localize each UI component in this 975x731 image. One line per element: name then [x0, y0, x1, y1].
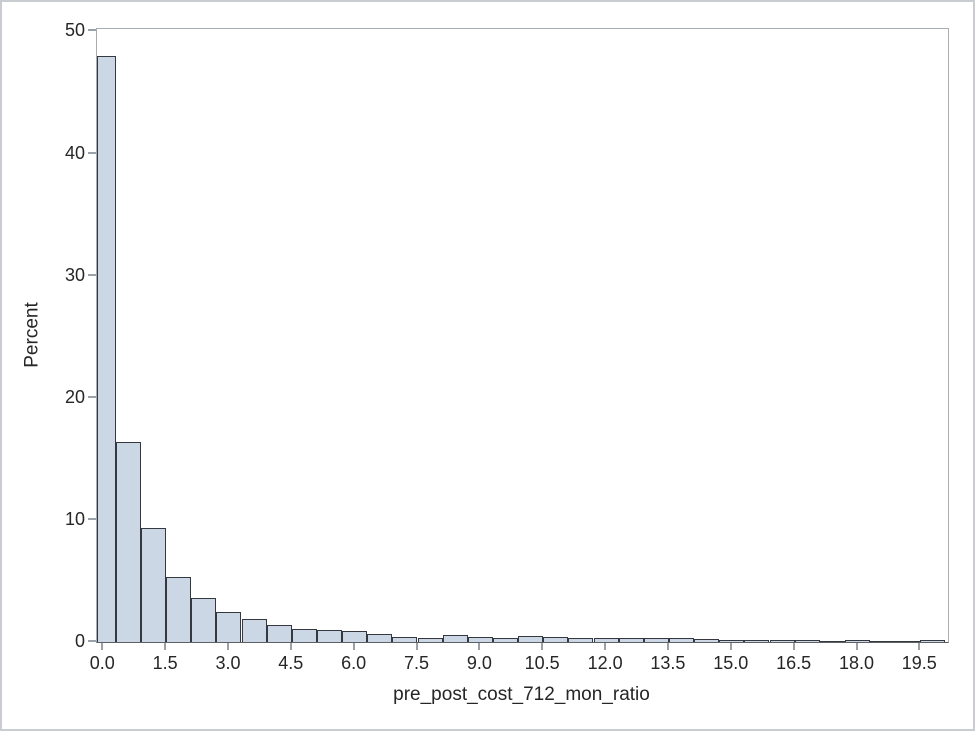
x-axis-tick: [101, 643, 104, 650]
histogram-bar: [141, 528, 167, 642]
x-axis-tick: [352, 643, 355, 650]
x-axis-tick-label: 4.5: [278, 653, 304, 673]
y-axis-tick: [88, 395, 96, 398]
histogram-bar: [115, 441, 141, 642]
x-axis-tick: [478, 643, 481, 650]
x-axis-tick-label: 13.5: [650, 653, 686, 673]
histogram-bar: [769, 640, 795, 642]
x-axis-tick: [666, 643, 669, 650]
x-axis-tick-label: 9.0: [466, 653, 492, 673]
histogram-bar: [241, 619, 267, 642]
histogram-bar: [694, 638, 720, 642]
histogram-bar: [367, 634, 393, 642]
x-axis-tick-label: 18.0: [838, 653, 875, 673]
histogram-bar: [417, 638, 443, 642]
x-axis-tick-label: 7.5: [403, 653, 430, 673]
histogram-bar: [266, 624, 292, 642]
histogram-bar: [191, 598, 217, 642]
x-axis-tick-label: 0.0: [89, 653, 115, 673]
x-axis-tick-label: 1.5: [152, 653, 178, 673]
histogram-bar: [794, 640, 820, 642]
x-axis-tick: [729, 643, 732, 650]
x-axis-tick: [541, 643, 544, 650]
histogram-bar: [593, 637, 619, 642]
y-axis-tick: [88, 151, 96, 154]
histogram-bar: [668, 638, 694, 642]
x-axis-tick: [415, 643, 418, 650]
histogram-bar: [844, 640, 870, 642]
x-axis-tick-label: 16.5: [776, 653, 812, 673]
x-axis-tick: [918, 643, 921, 650]
x-axis-tick: [164, 643, 167, 650]
x-axis-tick-label: 19.5: [901, 653, 937, 673]
y-axis-tick: [88, 29, 96, 32]
x-axis-title: pre_post_cost_712_mon_ratio: [393, 684, 650, 705]
x-axis-tick-label: 12.0: [587, 653, 623, 673]
histogram-bar: [342, 631, 368, 642]
y-axis-tick: [88, 517, 96, 520]
histogram-bar: [719, 639, 745, 642]
y-axis-title: Percent: [22, 301, 44, 368]
histogram-bar: [467, 637, 493, 642]
histogram-bar: [291, 628, 317, 642]
histogram-bar: [568, 637, 594, 642]
x-axis-tick: [855, 643, 858, 650]
x-axis-tick: [604, 643, 607, 650]
y-axis-tick-label: 30: [64, 264, 85, 285]
x-axis-tick-label: 3.0: [215, 653, 241, 673]
histogram-bar: [618, 638, 644, 642]
histogram-bar: [166, 577, 192, 642]
histogram-bar: [392, 637, 418, 642]
histogram-bar: [819, 640, 845, 642]
y-axis-tick-label: 50: [64, 20, 85, 41]
y-axis-title-box: Percent: [4, 28, 62, 641]
y-axis-tick-label: 10: [64, 508, 85, 529]
histogram-bar: [518, 635, 544, 642]
y-axis-tick-label: 0: [74, 631, 85, 651]
histogram-bar: [744, 639, 770, 642]
x-axis-tick: [227, 643, 229, 650]
histogram-bar: [317, 630, 343, 642]
histogram-bar: [920, 640, 946, 642]
histogram-bar: [216, 611, 242, 642]
x-axis-tick-label: 15.0: [713, 653, 749, 673]
x-axis-tick: [289, 643, 292, 650]
y-axis-tick-label: 40: [64, 142, 85, 163]
histogram-bar: [643, 638, 669, 642]
y-axis-tick: [88, 640, 96, 642]
histogram-bar: [493, 637, 519, 642]
x-axis-tick-label: 6.0: [341, 653, 367, 673]
y-axis-tick-label: 20: [64, 386, 85, 407]
histogram-bar: [442, 635, 468, 642]
histogram-bar: [97, 55, 116, 642]
histogram-bar: [895, 640, 921, 642]
y-axis-tick: [88, 273, 96, 276]
plot-area: [96, 28, 949, 643]
x-axis-tick-label: 10.5: [524, 653, 560, 673]
histogram-bar: [543, 637, 569, 642]
histogram-bar: [870, 640, 896, 642]
x-axis-tick: [792, 643, 795, 650]
